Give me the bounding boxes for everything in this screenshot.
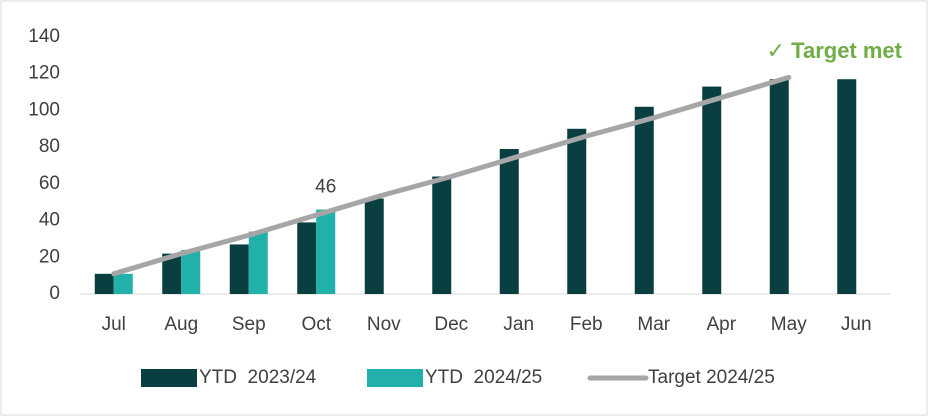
x-tick-label: Jan xyxy=(503,314,534,335)
x-tick-label: Sep xyxy=(232,314,266,335)
x-tick-label: Apr xyxy=(706,314,736,335)
y-tick-label: 140 xyxy=(28,26,60,47)
x-tick-label: May xyxy=(771,314,807,335)
bar xyxy=(702,86,722,294)
bar xyxy=(567,128,587,294)
y-tick-label: 80 xyxy=(39,136,60,157)
x-tick-label: Oct xyxy=(301,314,331,335)
bar xyxy=(432,176,452,294)
bar xyxy=(499,148,519,294)
bar xyxy=(297,222,317,294)
x-tick-label: Mar xyxy=(637,314,670,335)
bar xyxy=(94,273,114,294)
bar xyxy=(162,253,182,294)
legend-label: YTD 2024/25 xyxy=(425,367,542,388)
y-tick-label: 40 xyxy=(39,210,60,231)
bar xyxy=(248,231,268,294)
x-tick-label: Aug xyxy=(164,314,198,335)
x-tick-label: Jul xyxy=(102,314,126,335)
legend-swatch xyxy=(367,369,423,387)
y-tick-label: 0 xyxy=(49,283,60,304)
bar xyxy=(113,273,133,294)
bar xyxy=(316,209,336,294)
target-line xyxy=(111,74,792,277)
x-tick-label: Feb xyxy=(570,314,603,335)
x-tick-label: Jun xyxy=(841,314,872,335)
y-tick-label: 100 xyxy=(28,99,60,120)
x-tick-label: Dec xyxy=(434,314,468,335)
data-label: 46 xyxy=(315,177,336,198)
x-tick-label: Nov xyxy=(367,314,401,335)
bar xyxy=(364,198,384,294)
bar xyxy=(181,249,201,294)
y-tick-label: 20 xyxy=(39,246,60,267)
y-tick-label: 60 xyxy=(39,173,60,194)
bar xyxy=(769,79,789,294)
bar xyxy=(837,79,857,294)
legend-swatch xyxy=(141,369,197,387)
legend-label: Target 2024/25 xyxy=(648,367,775,388)
bar xyxy=(229,244,249,294)
bar xyxy=(634,106,654,294)
annotation: ✓ Target met xyxy=(767,38,903,63)
y-tick-label: 120 xyxy=(28,63,60,84)
legend-label: YTD 2023/24 xyxy=(199,367,317,388)
